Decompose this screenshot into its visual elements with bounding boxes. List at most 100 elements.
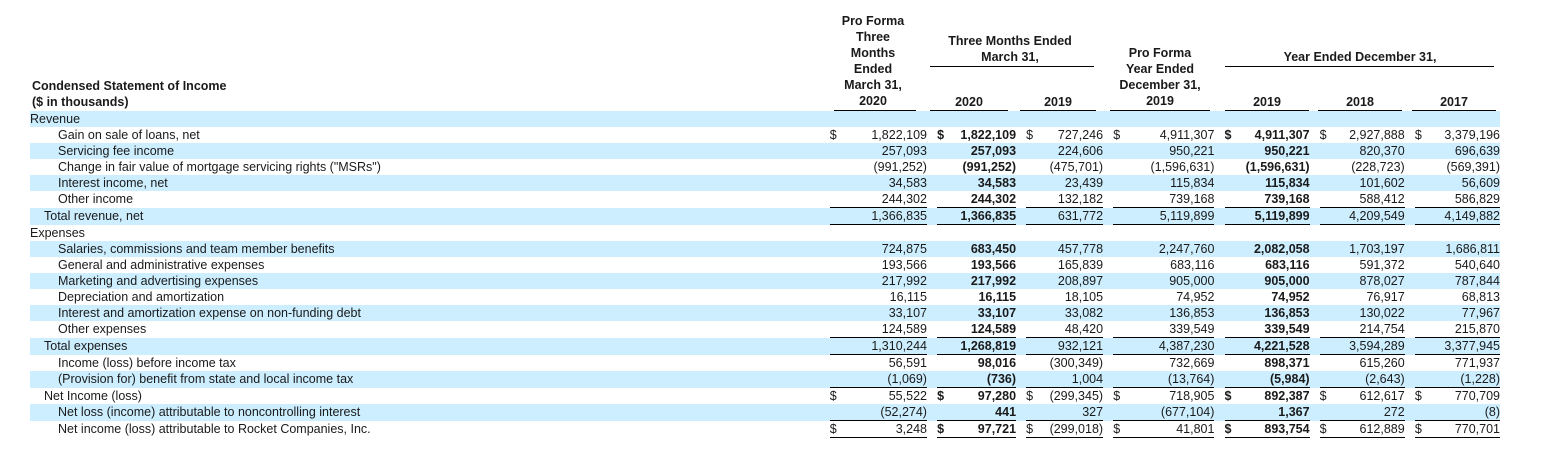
column-gap: [927, 289, 937, 305]
value-cell: 193,566: [970, 258, 1017, 272]
value-cell: 34,583: [951, 175, 1017, 191]
value-cell: 4,911,307: [1254, 128, 1310, 142]
currency-symbol: [1224, 305, 1239, 321]
value-cell: [1334, 225, 1405, 242]
header-text: March 31,: [844, 78, 902, 92]
column-gap: [1103, 273, 1114, 289]
column-gap: [1214, 257, 1224, 273]
header-q2019: 2019: [1044, 95, 1072, 109]
column-gap: [1103, 225, 1113, 242]
currency-symbol: [1026, 273, 1041, 289]
column-gap: [1103, 143, 1114, 159]
value-cell: [1127, 225, 1214, 242]
value-cell: 257,093: [951, 143, 1017, 159]
value-cell: 215,870: [1428, 321, 1500, 338]
column-gap: [1405, 388, 1415, 405]
currency-symbol: [1414, 273, 1429, 289]
column-gap: [1214, 207, 1225, 225]
currency-symbol: [1113, 143, 1128, 159]
column-gap: [1016, 159, 1026, 175]
currency-symbol: [829, 337, 844, 355]
column-gap: [1405, 159, 1415, 175]
currency-symbol: [937, 337, 952, 355]
income-statement-table: Revenue Gain on sale of loans, net $1,822,…: [30, 111, 1500, 438]
value-cell: 588,412: [1333, 191, 1405, 208]
row-label: Servicing fee income: [30, 143, 830, 159]
header-rule: [930, 66, 1094, 67]
currency-symbol: [1026, 289, 1040, 305]
currency-symbol: [1113, 257, 1127, 273]
value-cell: 115,834: [1238, 175, 1310, 191]
column-gap: [1404, 337, 1415, 355]
value-cell: 23,439: [1040, 175, 1104, 191]
currency-symbol: $: [1026, 420, 1041, 438]
value-cell: [1428, 111, 1500, 127]
column-gap: [1214, 143, 1225, 159]
row-label: Net Income (loss): [44, 388, 142, 403]
value-cell: 124,589: [951, 321, 1017, 338]
column-gap: [1404, 273, 1415, 289]
currency-symbol: [830, 225, 844, 242]
value-cell: 4,149,882: [1428, 207, 1500, 225]
currency-symbol: [1319, 241, 1334, 257]
header-text: 2019: [1146, 94, 1174, 108]
value-cell: 540,640: [1454, 258, 1500, 272]
column-gap: [1404, 241, 1415, 257]
value-cell: [1127, 111, 1215, 127]
column-gap: [1214, 305, 1225, 321]
column-gap: [1214, 388, 1224, 405]
column-gap: [927, 159, 937, 175]
value-cell: 892,387: [1264, 389, 1310, 403]
section-header-row: Expenses: [30, 225, 1500, 242]
column-gap: [1310, 225, 1320, 242]
row-label: Interest income, net: [30, 175, 830, 191]
header-text: December 31,: [1119, 78, 1201, 92]
column-gap: [1310, 355, 1320, 372]
column-gap: [1309, 207, 1320, 225]
currency-symbol: [1113, 404, 1128, 421]
currency-symbol: [1320, 355, 1334, 372]
value-cell: 56,591: [888, 356, 927, 370]
currency-symbol: [1319, 207, 1334, 225]
table-row: (Provision for) benefit from state and l…: [30, 371, 1500, 388]
value-cell: (1,596,631): [1245, 160, 1310, 174]
currency-symbol: [1026, 337, 1041, 355]
value-cell: 74,952: [1176, 290, 1215, 304]
currency-symbol: [1026, 111, 1041, 127]
value-cell: 950,221: [1238, 143, 1310, 159]
value-cell: (299,018): [1040, 420, 1104, 438]
value-cell: (300,349): [1049, 356, 1104, 370]
currency-symbol: $: [829, 128, 837, 142]
column-gap: [1016, 337, 1027, 355]
currency-symbol: [829, 305, 844, 321]
value-cell: 3,377,945: [1428, 337, 1500, 355]
column-gap: [1103, 111, 1114, 127]
row-label: Change in fair value of mortgage servici…: [58, 160, 381, 174]
column-gap: [1310, 421, 1320, 438]
value-cell: 124,589: [843, 321, 927, 338]
currency-symbol: [1224, 337, 1239, 355]
currency-symbol: [1113, 355, 1127, 372]
table-row: Net income (loss) attributable to Rocket…: [30, 420, 1500, 438]
header-three-months-group: Three Months Ended March 31,: [925, 33, 1095, 65]
column-gap: [1103, 127, 1113, 143]
currency-symbol: [1320, 159, 1334, 175]
column-gap: [1016, 175, 1027, 191]
header-rule: [1412, 110, 1496, 111]
value-cell: [1238, 111, 1310, 127]
currency-symbol: [1026, 355, 1040, 372]
header-text: Pro Forma: [1128, 46, 1192, 60]
currency-symbol: [1026, 191, 1041, 208]
currency-symbol: $: [1414, 389, 1422, 403]
value-cell: 1,004: [1040, 371, 1104, 388]
value-cell: 327: [1040, 404, 1104, 421]
column-gap: [1214, 273, 1225, 289]
currency-symbol: [1414, 371, 1429, 388]
currency-symbol: $: [1319, 128, 1327, 142]
column-gap: [1404, 371, 1415, 388]
value-cell: [1333, 111, 1405, 127]
column-gap: [926, 273, 938, 289]
column-gap: [1103, 305, 1114, 321]
header-text: 2020: [859, 94, 887, 108]
column-gap: [1309, 175, 1320, 191]
